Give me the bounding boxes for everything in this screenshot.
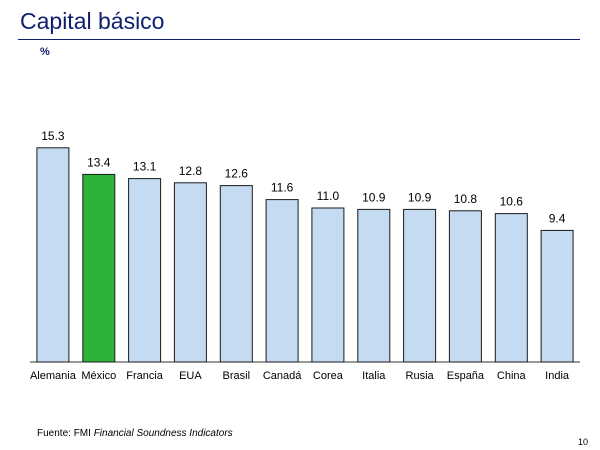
category-label-9: España <box>447 370 485 382</box>
category-label-8: Rusia <box>406 370 435 382</box>
value-label-0: 15.3 <box>41 129 65 143</box>
value-label-11: 9.4 <box>549 211 566 225</box>
page-number: 10 <box>577 437 588 447</box>
bar-5 <box>265 199 299 363</box>
category-label-1: México <box>81 370 116 382</box>
title-divider <box>18 39 580 40</box>
category-label-7: Italia <box>362 370 386 382</box>
value-label-7: 10.9 <box>362 190 386 204</box>
value-label-8: 10.9 <box>408 190 432 204</box>
bar-3 <box>173 182 207 363</box>
category-label-2: Francia <box>126 370 164 382</box>
bar-8 <box>403 208 437 363</box>
category-label-4: Brasil <box>223 370 251 382</box>
value-label-3: 12.8 <box>179 164 203 178</box>
bar-0 <box>36 147 70 363</box>
value-label-5: 11.6 <box>271 181 294 195</box>
value-label-10: 10.6 <box>500 195 524 209</box>
bar-4 <box>219 185 253 363</box>
category-label-5: Canadá <box>263 370 302 382</box>
bar-11 <box>540 229 574 363</box>
category-label-11: India <box>545 370 570 382</box>
bar-2 <box>128 178 162 363</box>
bar-7 <box>357 208 391 363</box>
value-label-9: 10.8 <box>454 192 478 206</box>
bar-9 <box>448 210 482 363</box>
source-name: Financial Soundness Indicators <box>93 428 233 439</box>
category-label-6: Corea <box>313 370 344 382</box>
category-label-0: Alemania <box>30 370 77 382</box>
bar-6 <box>311 207 345 363</box>
source-prefix: Fuente: FMI <box>37 428 94 439</box>
value-label-6: 11.0 <box>317 189 340 203</box>
bar-10 <box>494 213 528 363</box>
category-label-3: EUA <box>179 370 202 382</box>
value-label-2: 13.1 <box>133 160 157 174</box>
unit-label: % <box>40 46 50 58</box>
category-label-10: China <box>497 370 527 382</box>
value-label-4: 12.6 <box>225 167 249 181</box>
page-title: Capital básico <box>20 8 165 34</box>
source-note: Fuente: FMI Financial Soundness Indicato… <box>37 428 233 439</box>
value-label-1: 13.4 <box>87 155 111 169</box>
bar-1 <box>82 173 116 363</box>
